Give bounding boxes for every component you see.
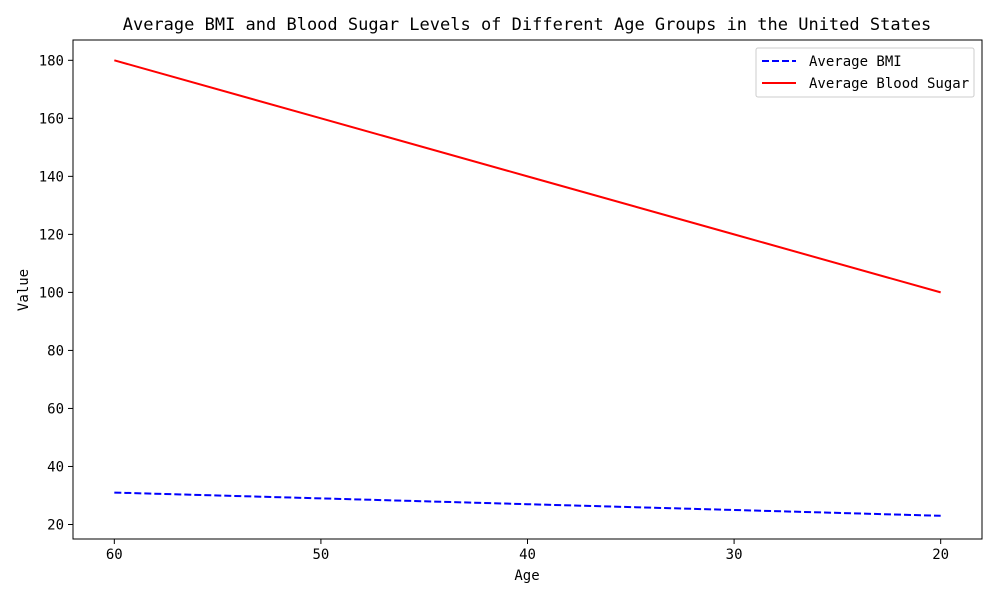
legend: Average BMI Average Blood Sugar [755, 47, 975, 98]
series-line-0 [114, 491, 941, 517]
y-tick-label: 100 [39, 285, 64, 301]
y-tick-label: 60 [47, 401, 64, 417]
x-axis-label: Age [514, 568, 539, 584]
y-tick-label: 180 [39, 53, 64, 69]
x-tick-label: 40 [519, 547, 536, 563]
legend-label-blood-sugar: Average Blood Sugar [809, 76, 969, 92]
y-tick-label: 120 [39, 227, 64, 243]
chart-title: Average BMI and Blood Sugar Levels of Di… [123, 15, 932, 35]
axes-frame [72, 39, 983, 540]
y-tick-label: 80 [47, 343, 64, 359]
y-tick-label: 140 [39, 169, 64, 185]
y-tick-label: 40 [47, 459, 64, 475]
x-tick-label: 50 [312, 547, 329, 563]
x-axis: 60 50 40 30 20 [106, 539, 949, 563]
x-tick-label: 60 [106, 547, 123, 563]
y-axis-label: Value [16, 269, 32, 311]
x-tick-label: 20 [932, 547, 949, 563]
legend-label-bmi: Average BMI [809, 54, 902, 70]
y-tick-label: 160 [39, 111, 64, 127]
plot-area [114, 59, 941, 517]
legend-frame [755, 47, 975, 98]
y-tick-label: 20 [47, 517, 64, 533]
y-axis: 20 40 60 80 100 120 140 160 180 [39, 53, 73, 533]
x-tick-label: 30 [726, 547, 743, 563]
series-line-1 [114, 59, 941, 294]
